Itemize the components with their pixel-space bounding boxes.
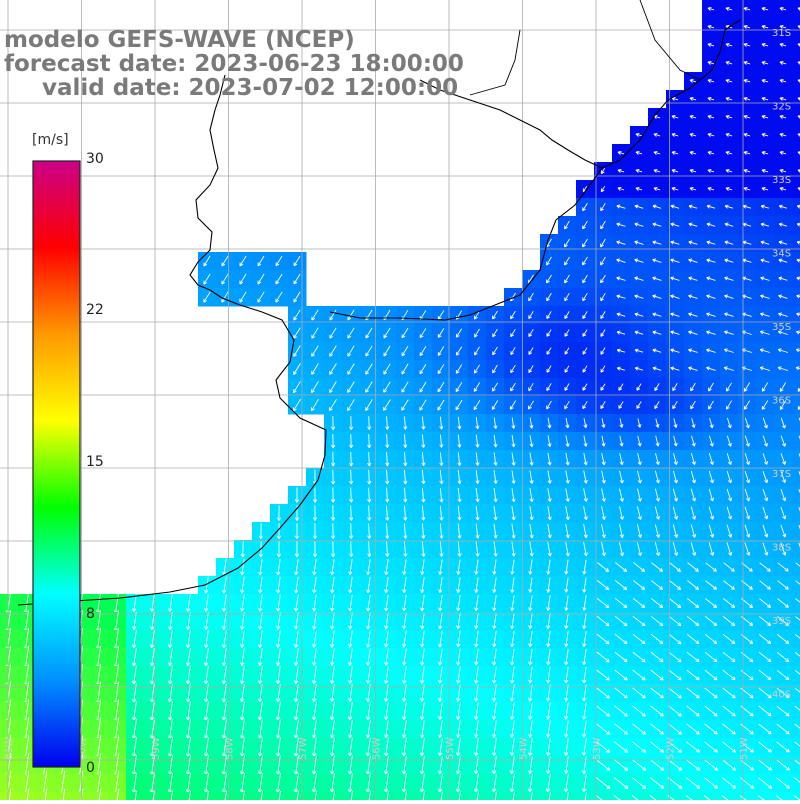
lon-label: 53W [592,737,603,760]
wind-cell [792,468,800,487]
lat-label: 40S [772,690,791,701]
lon-label: 57W [298,737,309,760]
wind-cell [792,558,800,577]
lon-label: 61W [4,737,15,760]
colorbar-gradient [33,161,80,767]
colorbar-tick-15: 15 [86,454,104,470]
wind-cell [792,648,800,667]
forecast-date: forecast date: 2023-06-23 18:00:00 [4,52,464,76]
lat-label: 37S [772,469,791,480]
wind-cell [792,630,800,649]
lon-label: 59W [151,737,162,760]
lat-label: 32S [772,102,791,113]
lat-label: 33S [772,175,791,186]
wind-cell [792,378,800,397]
colorbar-tick-8: 8 [86,606,95,622]
lat-label: 34S [772,249,791,260]
colorbar-unit: [m/s] [32,132,69,148]
wind-cell [792,738,800,757]
lat-label: 31S [772,28,791,39]
model-title: modelo GEFS-WAVE (NCEP) [4,28,464,52]
wind-cell [792,522,800,541]
lon-label: 52W [666,737,677,760]
wind-cell [792,720,800,739]
wind-cell [792,774,800,793]
wind-cell [792,702,800,721]
lat-label: 38S [772,543,791,554]
wind-cell [792,486,800,505]
border-line [470,0,700,95]
wind-cell [792,342,800,361]
colorbar [30,158,90,778]
valid-date: valid date: 2023-07-02 12:00:00 [4,76,464,100]
wind-cell [792,576,800,595]
lon-label: 51W [739,737,750,760]
colorbar-tick-0: 0 [86,760,95,776]
wind-cell [792,756,800,775]
lon-label: 55W [445,737,456,760]
map-title: modelo GEFS-WAVE (NCEP) forecast date: 2… [4,28,464,100]
wind-cell [792,324,800,343]
colorbar-tick-30: 30 [86,151,104,167]
wind-cell [792,360,800,379]
lat-label: 35S [772,322,791,333]
wind-cell [792,414,800,433]
wind-cell [792,594,800,613]
lon-label: 56W [372,737,383,760]
lon-label: 54W [519,737,530,760]
wind-cell [792,504,800,523]
wind-cell [792,612,800,631]
wind-cell [792,666,800,685]
wind-cell [792,432,800,451]
lat-label: 36S [772,396,791,407]
wind-cell [792,396,800,415]
lat-label: 39S [772,616,791,627]
lon-label: 58W [225,737,236,760]
wind-cell [792,450,800,469]
colorbar-tick-22: 22 [86,302,104,318]
